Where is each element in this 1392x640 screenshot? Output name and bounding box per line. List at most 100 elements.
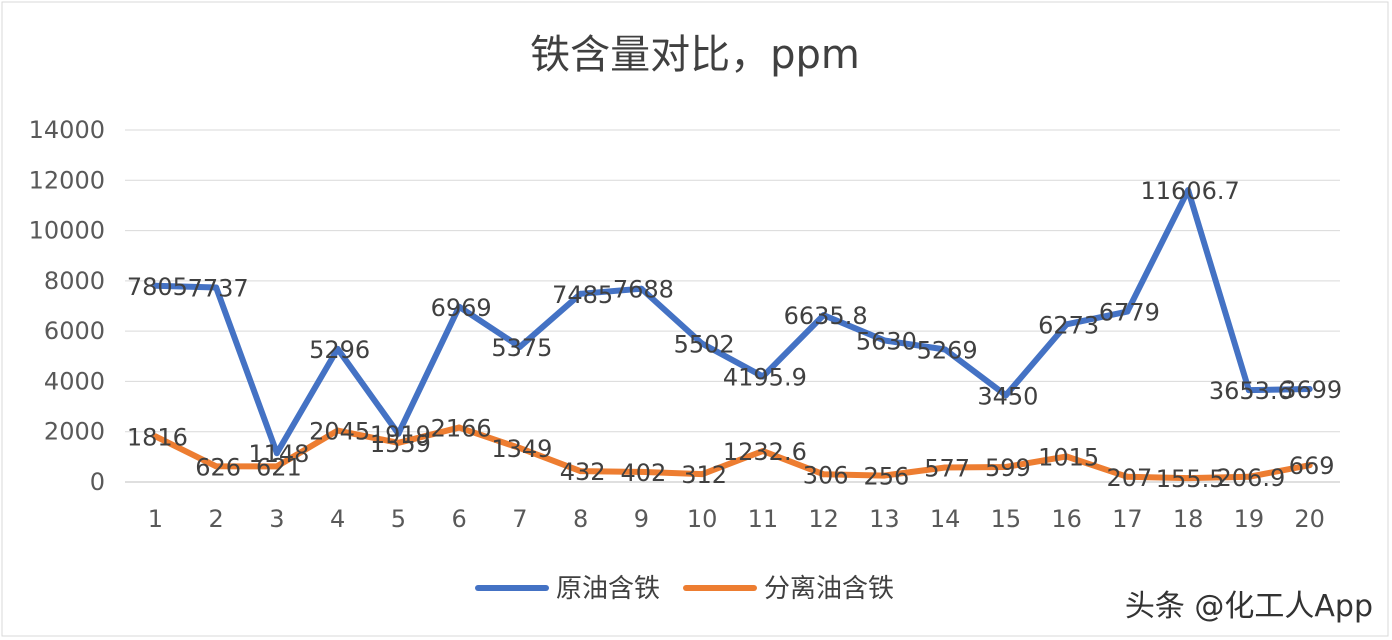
data-point [516,445,523,452]
data-point [638,285,645,292]
x-tick-label: 18 [1173,505,1204,533]
data-point [273,450,280,457]
x-tick-label: 13 [869,505,900,533]
x-tick-label: 7 [512,505,527,533]
x-axis-ticks: 1 2 3 4 5 6 7 8 9 10 11 12 13 14 15 16 17 18 19 20 [148,505,1325,533]
data-point [881,472,888,479]
data-label: 669 [1289,452,1335,480]
data-point [213,284,220,291]
series-lines [152,187,1313,482]
data-point [1245,473,1252,480]
data-label: 155.5 [1156,465,1225,493]
data-label: 6273 [1038,311,1099,339]
data-point [152,282,159,289]
data-point [1002,392,1009,399]
x-tick-label: 19 [1234,505,1265,533]
legend-label: 原油含铁 [556,574,660,604]
data-point [1185,475,1192,482]
data-label: 5296 [309,336,370,364]
legend-label: 分离油含铁 [764,574,894,604]
data-point [820,471,827,478]
y-tick-label: 6000 [44,317,105,345]
data-point [699,471,706,478]
data-label: 6779 [1099,299,1160,327]
data-point [577,468,584,475]
data-point [699,340,706,347]
data-point [516,343,523,350]
x-tick-label: 6 [451,505,466,533]
data-label: 6635.8 [784,302,868,330]
data-label: 2166 [431,415,492,443]
data-label: 7737 [188,274,249,302]
data-label: 5630 [856,327,917,355]
x-tick-label: 17 [1112,505,1143,533]
data-label: 2045 [309,418,370,446]
data-point [1002,463,1009,470]
data-label: 432 [560,458,606,486]
data-label: 306 [803,461,849,489]
data-point [577,290,584,297]
y-tick-label: 0 [90,468,105,496]
x-tick-label: 16 [1051,505,1082,533]
data-label: 577 [924,454,970,482]
data-point [456,424,463,431]
data-point [1185,187,1192,194]
data-point [1063,321,1070,328]
y-tick-label: 12000 [29,166,105,194]
data-point [820,312,827,319]
x-tick-label: 15 [991,505,1022,533]
data-label: 4195.9 [723,364,807,392]
data-label: 1559 [370,430,431,458]
y-tick-label: 2000 [44,418,105,446]
data-label: 7688 [613,276,674,304]
x-tick-label: 9 [634,505,649,533]
data-label: 5375 [491,334,552,362]
data-label: 3699 [1281,376,1342,404]
data-label: 11606.7 [1141,177,1240,205]
data-point [942,346,949,353]
legend: 原油含铁 分离油含铁 [475,574,894,604]
x-tick-label: 5 [391,505,406,533]
x-tick-label: 11 [748,505,779,533]
data-point [456,303,463,310]
x-tick-label: 4 [330,505,345,533]
data-point [881,337,888,344]
data-label: 7805 [127,273,188,301]
watermark-text: 头条 @化工人App [1125,589,1373,624]
x-tick-label: 8 [573,505,588,533]
data-label: 1015 [1038,443,1099,471]
y-axis-ticks: 0 2000 4000 6000 8000 10000 12000 14000 [29,116,105,496]
data-label: 1232.6 [723,438,807,466]
data-label: 256 [863,463,909,491]
x-tick-label: 3 [269,505,284,533]
data-label: 206.9 [1217,464,1286,492]
data-label: 621 [256,453,302,481]
x-tick-label: 12 [808,505,839,533]
data-label: 1349 [491,435,552,463]
data-label: 1148 [248,440,309,468]
data-label: 1919 [370,421,431,449]
y-tick-label: 8000 [44,267,105,295]
data-point [395,439,402,446]
data-point [638,468,645,475]
x-tick-label: 1 [148,505,163,533]
data-point [152,433,159,440]
series-line-2 [152,424,1313,482]
data-point [1306,462,1313,469]
y-tick-label: 4000 [44,367,105,395]
data-point [273,463,280,470]
data-label: 5502 [674,331,735,359]
x-tick-label: 20 [1294,505,1325,533]
data-label: 312 [681,461,727,489]
data-point [1063,453,1070,460]
x-tick-label: 2 [208,505,223,533]
data-point [1124,473,1131,480]
data-point [1306,385,1313,392]
data-label: 1816 [127,423,188,451]
x-tick-label: 14 [930,505,961,533]
data-point [759,448,766,455]
data-point [942,464,949,471]
data-point [1245,387,1252,394]
